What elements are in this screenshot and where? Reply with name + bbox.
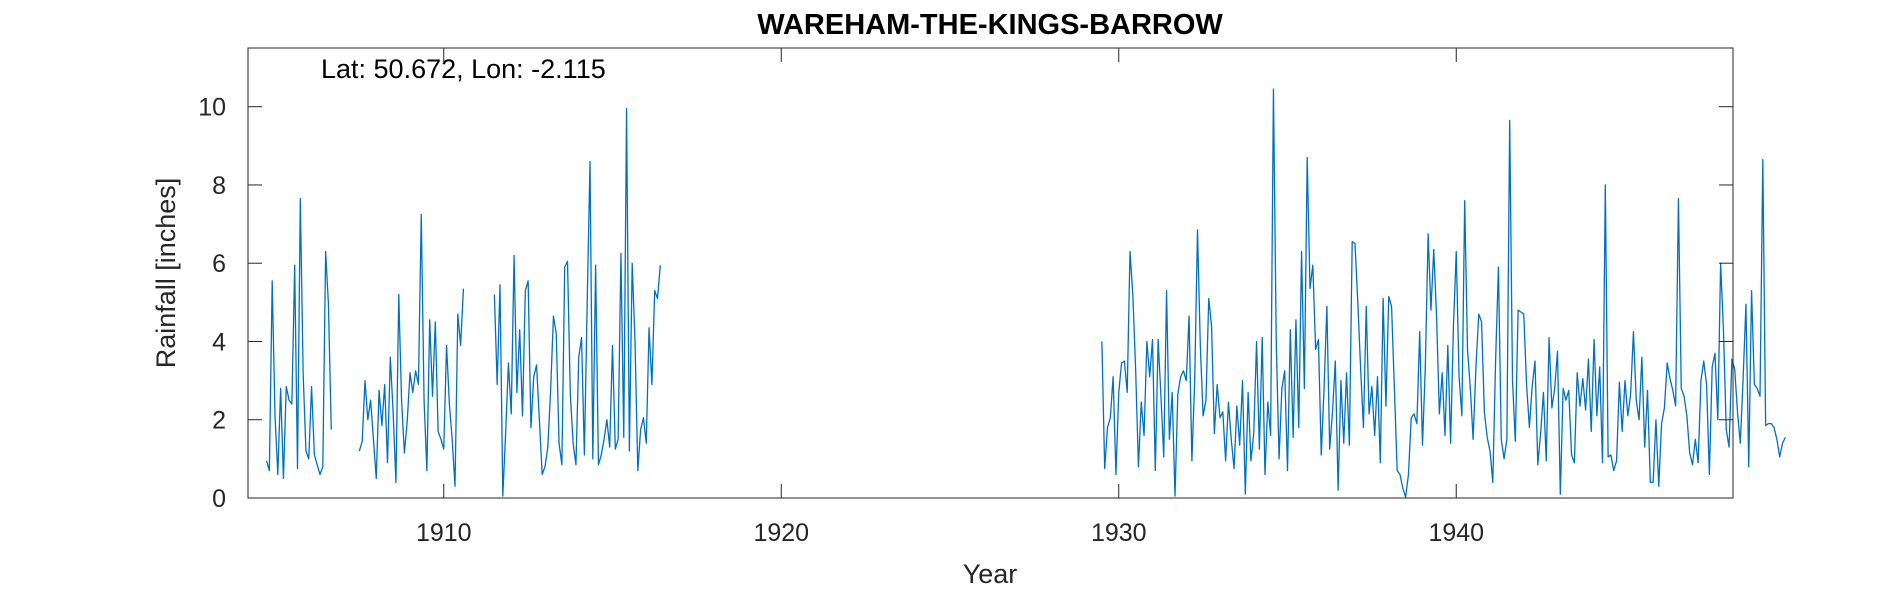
chart-title: WAREHAM-THE-KINGS-BARROW <box>757 9 1223 41</box>
y-tick-label: 2 <box>212 407 226 435</box>
axes: 1910 1920 1930 1940 0 2 4 6 8 10 <box>198 47 1734 547</box>
location-annotation: Lat: 50.672, Lon: -2.115 <box>321 54 606 84</box>
y-tick-label: 0 <box>212 485 226 513</box>
x-tick-label: 1940 <box>1428 519 1484 547</box>
rainfall-series-segment-3 <box>493 108 661 497</box>
y-axis-label: Rainfall [inches] <box>151 178 181 369</box>
plot-area <box>265 88 1786 498</box>
y-tick-label: 6 <box>212 250 226 278</box>
y-tick-label: 10 <box>198 94 226 122</box>
x-tick-label: 1930 <box>1091 519 1147 547</box>
x-axis-label: Year <box>963 559 1018 589</box>
y-tick-label: 4 <box>212 328 226 356</box>
plot-frame <box>247 47 1734 499</box>
rainfall-series-segment-4 <box>1101 88 1786 498</box>
x-tick-label: 1910 <box>416 519 472 547</box>
y-tick-label: 8 <box>212 172 226 200</box>
rainfall-series-segment-1 <box>265 197 332 480</box>
x-tick-label: 1920 <box>753 519 809 547</box>
rainfall-series-segment-2 <box>358 213 465 487</box>
